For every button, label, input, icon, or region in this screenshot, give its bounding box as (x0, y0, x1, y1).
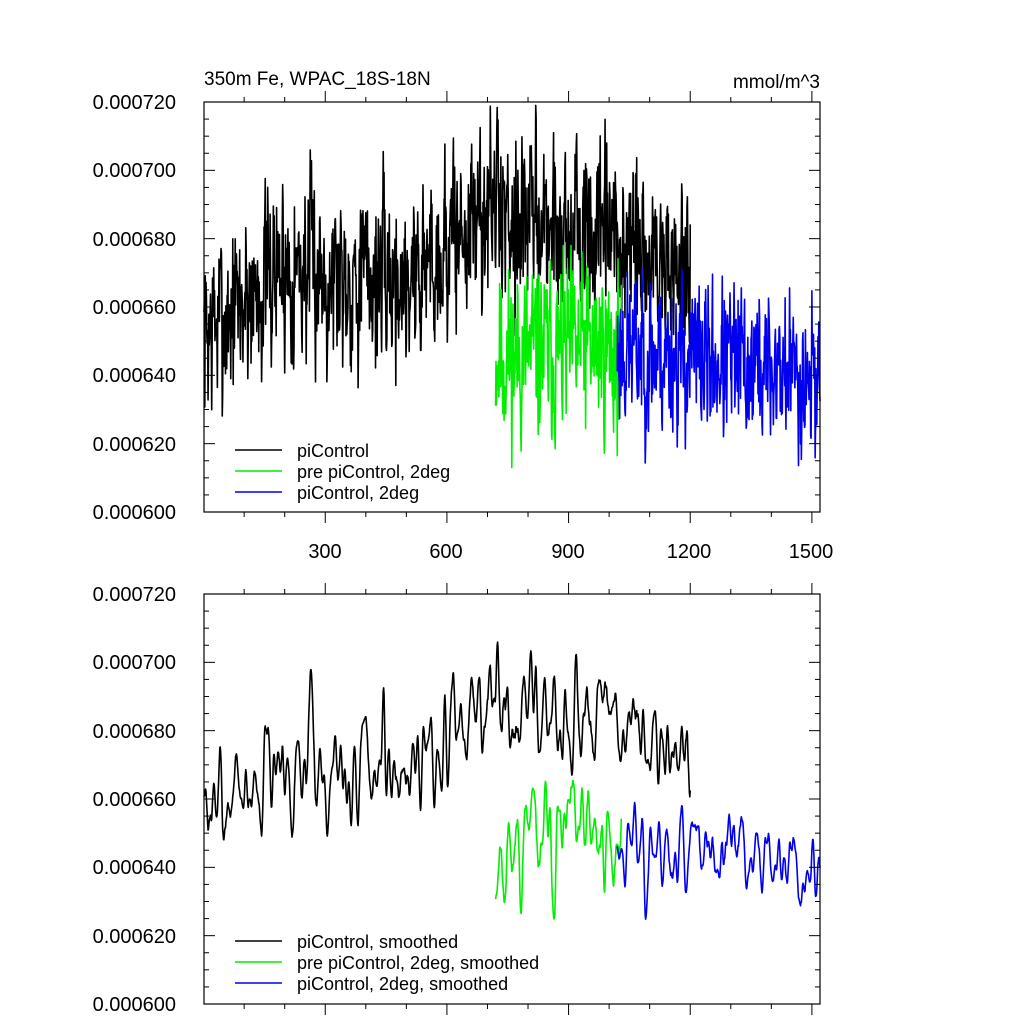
panel-bottom-y-tick-label: 0.000680 (93, 721, 176, 743)
panel-bottom-y-tick-label: 0.000660 (93, 789, 176, 811)
panel-top-title-left: 350m Fe, WPAC_18S-18N (204, 69, 431, 90)
panel-bottom: 0.000600 0.000620 0.000640 0.000660 0.00… (93, 583, 821, 1016)
panel-top-series-picontrol-2deg-line (616, 268, 821, 467)
panel-bottom-y-tick-label: 0.000700 (93, 652, 176, 674)
panel-top-y-tick-label: 0.000720 (93, 92, 176, 114)
panel-top-y-tick-labels: 0.000600 0.000620 0.000640 0.000660 0.00… (93, 92, 176, 524)
panel-bottom-y-tick-label: 0.000720 (93, 584, 176, 606)
panel-top-x-tick-label: 1500 (789, 541, 834, 563)
panel-top-y-tick-label: 0.000680 (93, 229, 176, 251)
panel-bottom-series-pre-picontrol-2deg-smoothed-line (494, 779, 623, 920)
panel-bottom-ticks (204, 583, 820, 1015)
panel-top-ticks (204, 91, 820, 523)
panel-top-y-tick-label: 0.000660 (93, 297, 176, 319)
panel-top-legend-label-picontrol: piControl (297, 441, 369, 461)
panel-top-x-tick-label: 900 (551, 541, 584, 563)
panel-top-legend: piControl pre piControl, 2deg piControl,… (235, 441, 450, 503)
panel-top-series-picontrol-line (203, 104, 692, 417)
panel-bottom-legend-label-picontrol-2deg-smoothed: piControl, 2deg, smoothed (297, 974, 508, 994)
panel-bottom-legend-label-picontrol-smoothed: piControl, smoothed (297, 932, 458, 952)
panel-bottom-y-tick-label: 0.000620 (93, 926, 176, 948)
panel-top-series-group (203, 104, 821, 469)
panel-top-x-tick-label: 1200 (667, 541, 712, 563)
panel-top-y-tick-label: 0.000640 (93, 365, 176, 387)
panel-top-y-tick-label: 0.000600 (93, 502, 176, 524)
panel-top-x-tick-labels: 300 600 900 1200 1500 (308, 541, 833, 563)
panel-bottom-y-tick-label: 0.000640 (93, 857, 176, 879)
panel-bottom-series-group (203, 641, 821, 920)
panel-bottom-series-picontrol-smoothed-line (203, 641, 692, 841)
panel-top-legend-label-picontrol-2deg: piControl, 2deg (297, 483, 419, 503)
panel-bottom-series-picontrol-2deg-smoothed-line (616, 801, 821, 920)
panel-bottom-legend-label-pre-picontrol-2deg-smoothed: pre piControl, 2deg, smoothed (297, 953, 539, 973)
panel-top-legend-label-pre-picontrol-2deg: pre piControl, 2deg (297, 462, 450, 482)
panel-top-x-tick-label: 600 (429, 541, 462, 563)
panel-top-x-tick-label: 300 (308, 541, 341, 563)
panel-top-title-right: mmol/m^3 (733, 72, 820, 93)
panel-bottom-legend: piControl, smoothed pre piControl, 2deg,… (235, 932, 539, 994)
panel-top-series-pre-picontrol-2deg-line (494, 244, 623, 469)
panel-bottom-y-tick-label: 0.000600 (93, 994, 176, 1016)
panel-top-y-tick-label: 0.000620 (93, 434, 176, 456)
panel-top-y-tick-label: 0.000700 (93, 160, 176, 182)
panel-top: 350m Fe, WPAC_18S-18N mmol/m^3 0.000600 … (93, 69, 834, 563)
panel-bottom-y-tick-labels: 0.000600 0.000620 0.000640 0.000660 0.00… (93, 584, 176, 1016)
